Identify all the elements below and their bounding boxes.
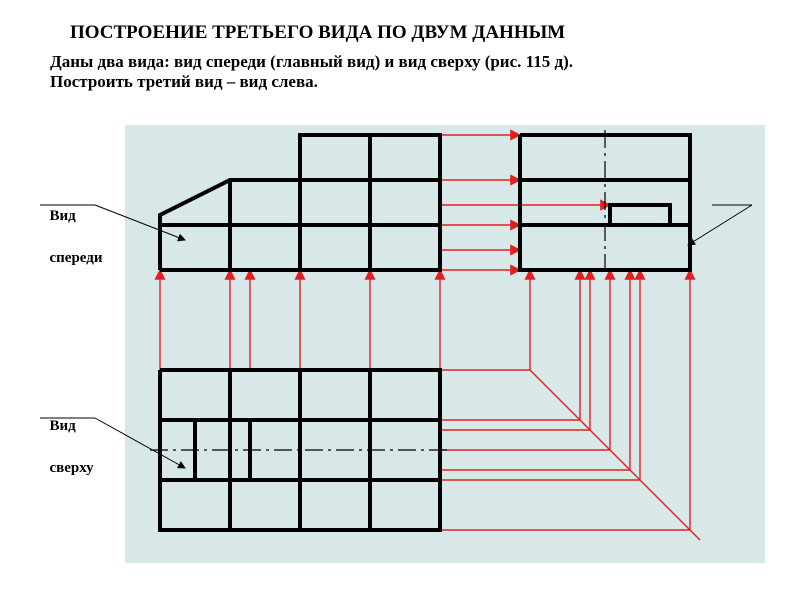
page-root: { "text": { "title": "ПОСТРОЕНИЕ ТРЕТЬЕГ… — [0, 0, 800, 600]
drawing-svg — [0, 0, 800, 600]
